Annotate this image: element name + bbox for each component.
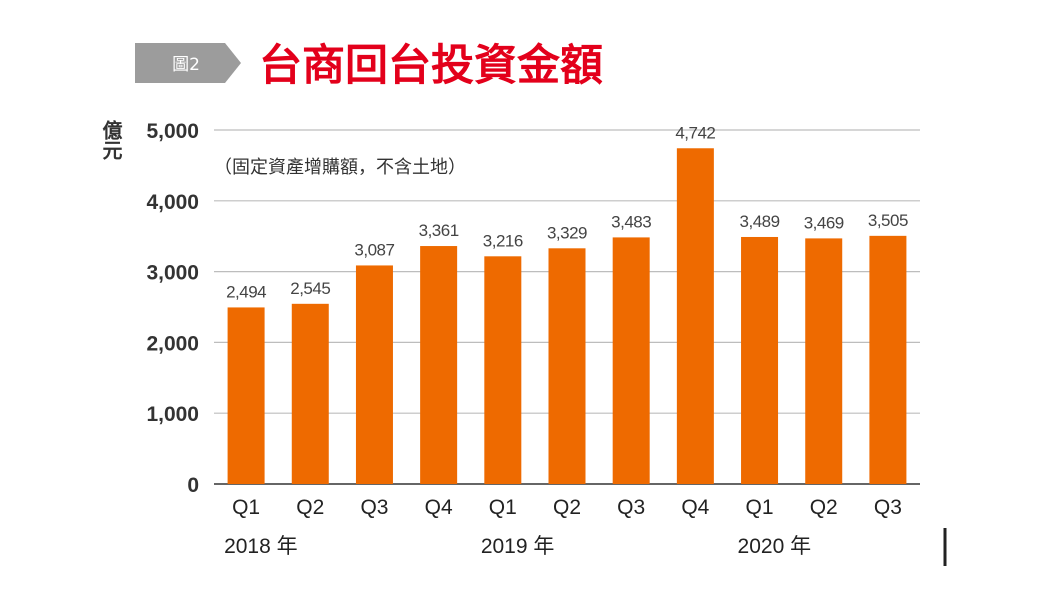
bar-value-label: 3,489 [740, 212, 780, 231]
bar [869, 235, 907, 484]
bar-value-label: 2,545 [290, 279, 330, 298]
y-axis-ticks: 0 1,000 2,000 3,000 4,000 5,000 [146, 120, 199, 497]
bar-value-label: 3,361 [419, 221, 459, 240]
year-labels: 2018 年 2019 年 2020 年 [224, 535, 811, 558]
x-tick-label: Q3 [360, 496, 388, 519]
bar-value-label: 2,494 [226, 282, 266, 301]
bar [676, 148, 714, 484]
figure-badge-label: 圖2 [172, 55, 200, 75]
x-tick-label: Q1 [232, 496, 260, 519]
x-tick-label: Q3 [617, 496, 645, 519]
year-label: 2018 年 [224, 535, 298, 558]
x-tick-label: Q2 [296, 496, 324, 519]
y-tick-label: 2,000 [146, 332, 199, 355]
bar-value-label: 4,742 [675, 123, 715, 142]
y-axis-unit-label: 億元 [99, 119, 122, 161]
y-tick-label: 5,000 [146, 120, 199, 143]
bar-value-label: 3,483 [611, 212, 651, 231]
x-tick-label: Q4 [425, 496, 453, 519]
bar [805, 238, 843, 484]
bar-value-label: 3,216 [483, 231, 523, 250]
bar [484, 256, 522, 484]
chart-title: 台商回台投資金額 [259, 41, 603, 91]
x-tick-label: Q1 [746, 496, 774, 519]
x-tick-label: Q4 [681, 496, 709, 519]
bar-value-label: 3,469 [804, 213, 844, 232]
x-axis-ticks: Q1 Q2 Q3 Q4 Q1 Q2 Q3 Q4 Q1 Q2 Q3 [232, 496, 902, 519]
bar [548, 248, 586, 484]
bar [291, 303, 329, 484]
bar [355, 265, 393, 484]
bar-value-label: 3,505 [868, 211, 908, 230]
figure-badge [135, 43, 241, 83]
year-label: 2019 年 [481, 535, 555, 558]
bar [741, 236, 779, 484]
y-tick-label: 0 [187, 474, 199, 497]
x-tick-label: Q2 [810, 496, 838, 519]
bar [227, 307, 265, 484]
bar [420, 246, 458, 484]
y-tick-label: 3,000 [146, 262, 199, 285]
bar-value-labels: 2,494 2,545 3,087 3,361 3,216 3,329 3,483 4,742… [226, 123, 908, 301]
bar [612, 237, 650, 484]
y-tick-label: 1,000 [146, 403, 199, 426]
bar-value-label: 3,329 [547, 223, 587, 242]
x-tick-label: Q1 [489, 496, 517, 519]
bars [227, 148, 907, 484]
x-tick-label: Q3 [874, 496, 902, 519]
chart-subtitle: （固定資產增購額，不含土地） [214, 157, 466, 178]
y-tick-label: 4,000 [146, 191, 199, 214]
bar-value-label: 3,087 [354, 240, 394, 259]
x-tick-label: Q2 [553, 496, 581, 519]
year-label: 2020 年 [738, 535, 812, 558]
